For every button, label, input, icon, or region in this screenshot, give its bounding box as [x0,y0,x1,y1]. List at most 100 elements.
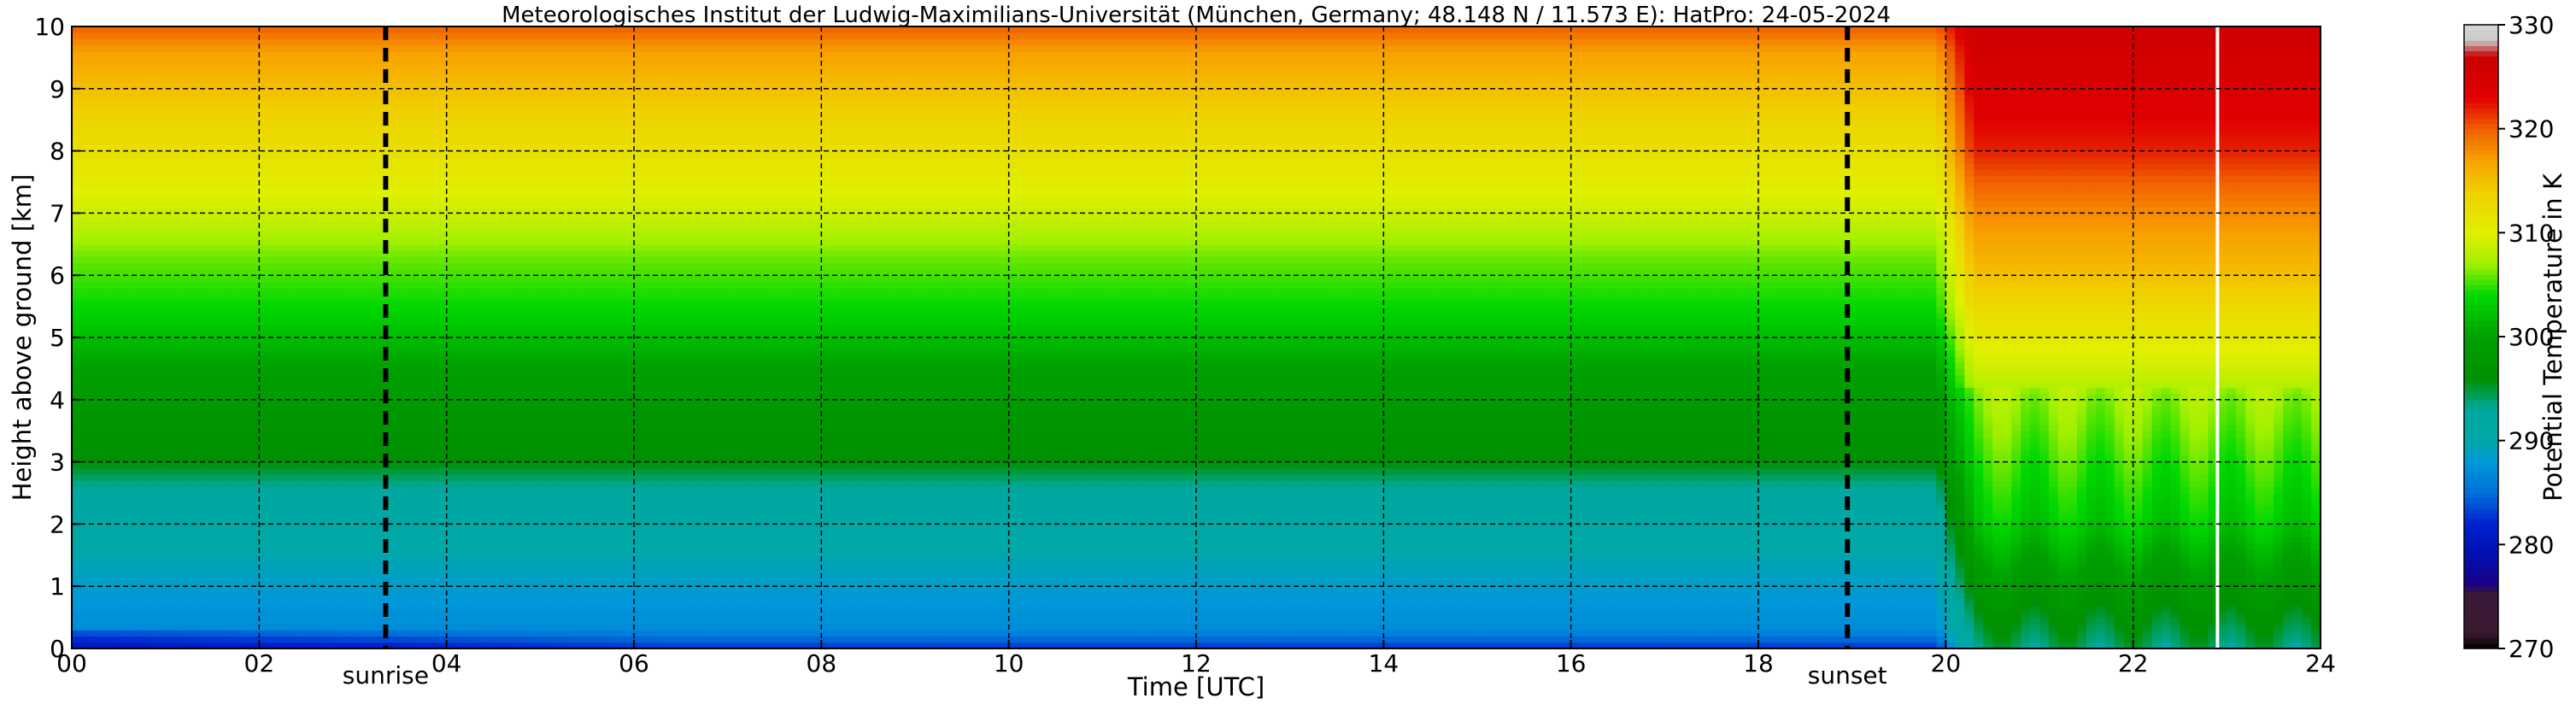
heatmap-cell [259,437,269,444]
heatmap-cell [531,455,541,463]
heatmap-cell [353,543,363,550]
heatmap-cell [446,605,457,612]
heatmap-cell [493,505,504,513]
heatmap-cell [343,592,354,600]
heatmap-cell [493,294,504,301]
heatmap-cell [446,598,457,606]
heatmap-cell [231,319,241,326]
heatmap-cell [268,175,279,183]
heatmap-cell [474,82,485,90]
heatmap-cell [80,38,91,46]
heatmap-cell [446,132,457,139]
heatmap-cell [427,144,438,152]
heatmap-cell [137,243,148,251]
heatmap-cell [278,567,288,575]
heatmap-cell [202,88,214,96]
heatmap-cell [521,300,531,308]
heatmap-cell [399,150,410,158]
heatmap-cell [531,319,541,326]
heatmap-cell [343,138,354,145]
heatmap-cell [399,194,410,202]
heatmap-cell [474,194,485,202]
heatmap-cell [493,437,504,444]
heatmap-cell [531,443,541,450]
heatmap-cell [418,561,429,568]
heatmap-cell [278,294,288,301]
heatmap-cell [174,623,185,631]
heatmap-cell [90,188,101,196]
heatmap-cell [268,437,279,444]
heatmap-cell [353,243,363,251]
heatmap-cell [315,611,326,619]
heatmap-cell [427,82,438,90]
heatmap-cell [184,76,195,84]
heatmap-cell [99,362,110,369]
heatmap-cell [465,605,476,612]
heatmap-cell [390,561,401,568]
heatmap-cell [259,630,269,637]
heatmap-cell [259,530,269,537]
heatmap-cell [296,579,307,587]
heatmap-cell [455,486,466,494]
heatmap-cell [287,524,297,531]
heatmap-cell [418,225,429,232]
heatmap-cell [80,126,91,133]
heatmap-cell [325,194,335,202]
heatmap-cell [361,561,373,568]
heatmap-cell [418,325,429,332]
heatmap-cell [353,331,363,338]
heatmap-cell [127,592,138,600]
heatmap-cell [531,449,541,456]
heatmap-cell [474,412,485,419]
heatmap-cell [408,156,420,164]
heatmap-cell [212,467,223,475]
heatmap-cell [202,26,214,33]
heatmap-cell [249,256,260,264]
heatmap-cell [484,256,495,264]
heatmap-cell [221,219,232,226]
heatmap-cell [474,294,485,301]
heatmap-cell [465,598,476,606]
heatmap-cell [455,88,466,96]
heatmap-cell [484,76,495,84]
heatmap-cell [408,418,420,425]
heatmap-cell [465,486,476,494]
heatmap-cell [493,194,504,202]
heatmap-cell [315,393,326,401]
heatmap-cell [259,182,269,189]
heatmap-cell [146,250,157,257]
heatmap-cell [184,573,195,581]
heatmap-cell [465,126,476,133]
heatmap-cell [109,132,120,139]
heatmap-cell [278,182,288,189]
heatmap-cell [493,536,504,543]
heatmap-cell [390,306,401,314]
heatmap-cell [427,281,438,289]
heatmap-cell [296,300,307,308]
heatmap-cell [249,144,260,152]
heatmap-cell [80,499,91,507]
heatmap-cell [137,486,148,494]
heatmap-cell [484,493,495,500]
heatmap-cell [390,480,401,488]
heatmap-cell [212,374,223,382]
heatmap-cell [502,163,513,171]
heatmap-cell [184,113,195,120]
heatmap-cell [118,268,129,276]
heatmap-cell [315,418,326,425]
heatmap-cell [155,393,167,401]
heatmap-cell [212,107,223,114]
heatmap-cell [484,312,495,320]
heatmap-cell [531,194,541,202]
heatmap-cell [306,480,316,488]
heatmap-cell [127,44,138,52]
heatmap-cell [72,163,82,171]
heatmap-cell [137,349,148,357]
heatmap-cell [390,611,401,619]
heatmap-cell [109,107,120,114]
heatmap-cell [268,95,279,102]
heatmap-cell [484,44,495,52]
heatmap-cell [118,169,129,177]
heatmap-cell [72,325,82,332]
heatmap-cell [437,573,448,581]
